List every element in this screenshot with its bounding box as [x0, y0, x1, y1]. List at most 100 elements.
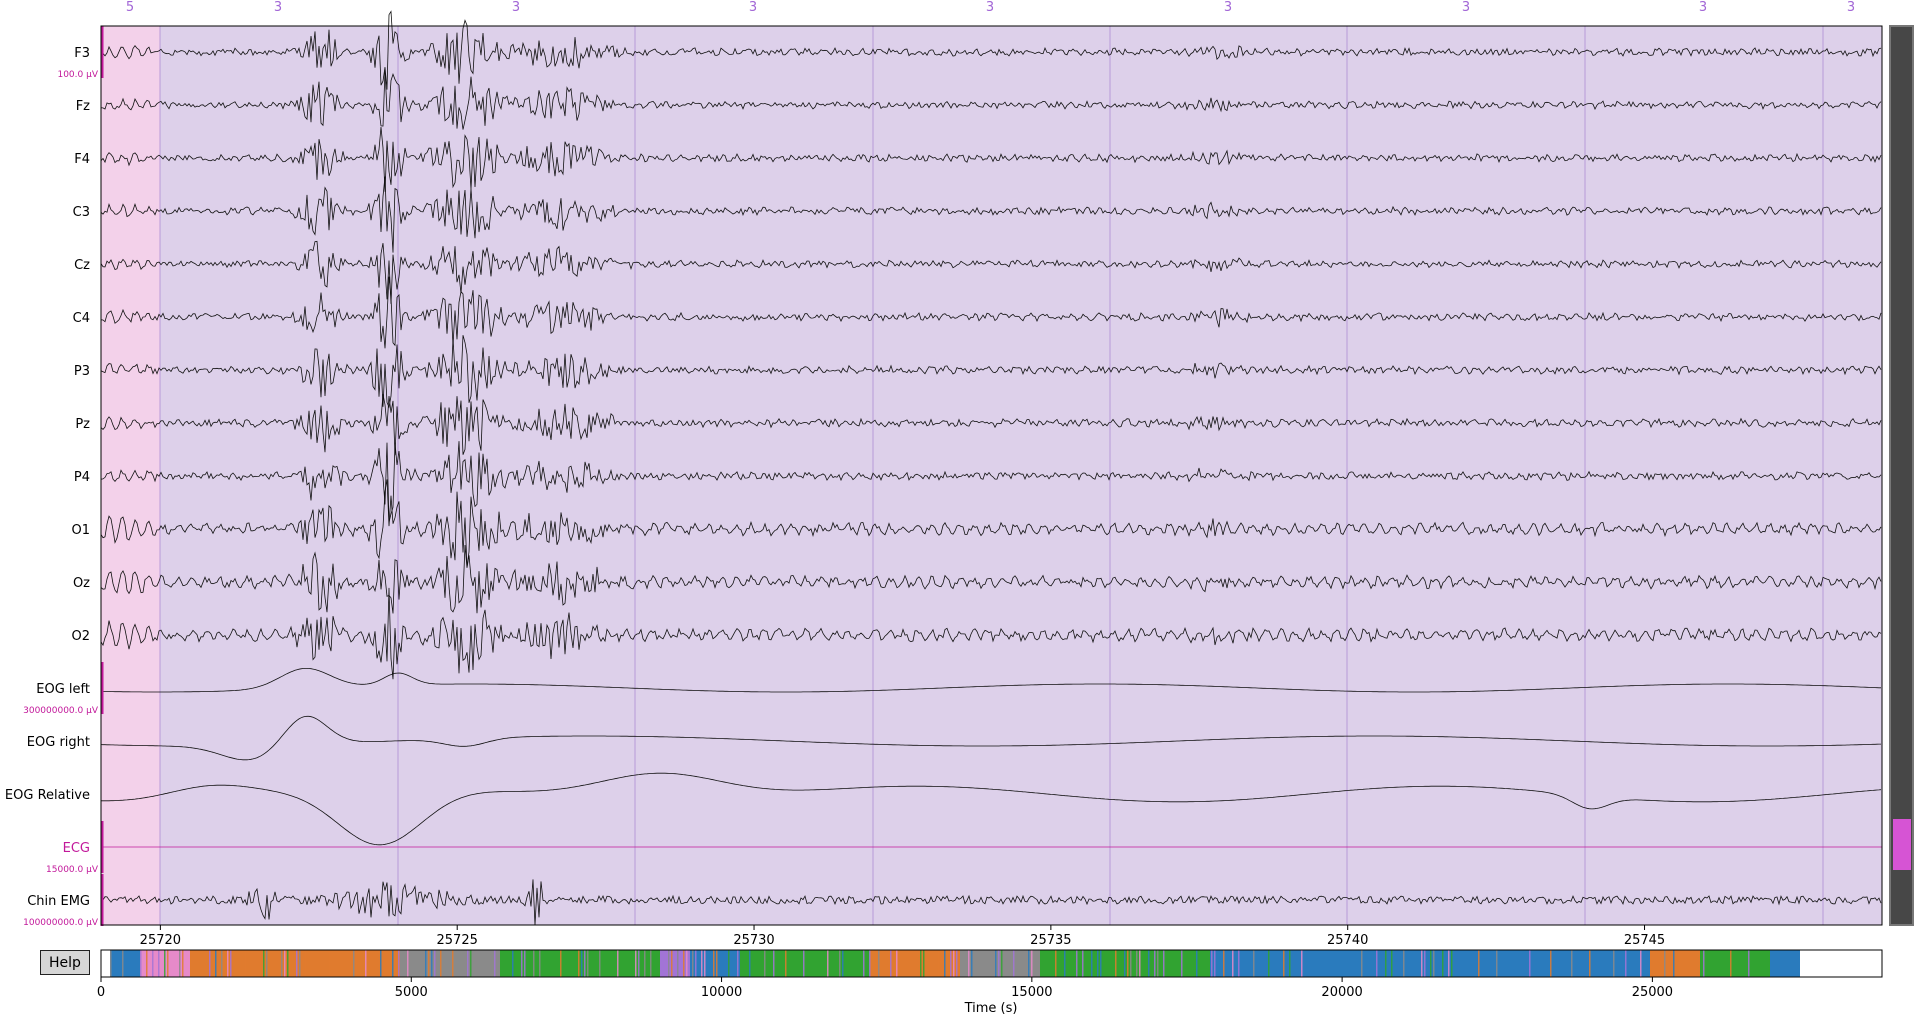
channel-label: Chin EMG: [27, 894, 90, 909]
overview-stage-stripe: [1493, 950, 1495, 977]
overview-stage-stripe: [1571, 950, 1573, 977]
x-tick-label: 25730: [733, 933, 774, 948]
channel-trace[interactable]: [100, 544, 1882, 614]
overview-stage-stripe: [650, 950, 652, 977]
overview-stage-stripe: [1262, 950, 1264, 977]
vertical-scrollbar[interactable]: [1889, 25, 1914, 926]
channel-trace[interactable]: [100, 10, 1882, 90]
overview-stage-stripe: [1082, 950, 1084, 977]
overview-stage-stripe: [1370, 950, 1372, 977]
channel-label: F3: [74, 46, 90, 61]
overview-stage-stripe: [824, 950, 826, 977]
overview-stage-stripe: [158, 950, 160, 977]
overview-stage-block: [400, 950, 500, 977]
overview-stage-block: [110, 950, 140, 977]
overview-stage-stripe: [227, 950, 229, 977]
overview-stage-stripe: [407, 950, 409, 977]
overview-stage-stripe: [938, 950, 940, 977]
overview-stage-stripe: [971, 950, 973, 977]
overview-stage-stripe: [1211, 950, 1213, 977]
channel-trace[interactable]: [101, 772, 1882, 846]
overview-stage-stripe: [1529, 950, 1531, 977]
overview-stage-stripe: [1148, 950, 1150, 977]
overview-stage-stripe: [1223, 950, 1225, 977]
overview-stage-stripe: [863, 950, 865, 977]
stage-region-3: [160, 26, 1882, 925]
channel-trace[interactable]: [101, 668, 1881, 693]
channel-trace[interactable]: [100, 879, 1882, 926]
overview-stage-stripe: [1217, 950, 1219, 977]
overview-stage-stripe: [950, 950, 952, 977]
overview-stage-stripe: [923, 950, 925, 977]
overview-stage-stripe: [1547, 950, 1549, 977]
overview-stage-stripe: [626, 950, 628, 977]
overview-stage-stripe: [1289, 950, 1291, 977]
channel-label: O2: [71, 629, 90, 644]
overview-stage-stripe: [431, 950, 433, 977]
overview-stage-stripe: [956, 950, 958, 977]
overview-stage-stripe: [230, 950, 232, 977]
epoch-stage-label: 3: [1224, 0, 1232, 15]
overview-stage-stripe: [1730, 950, 1732, 977]
channel-trace[interactable]: [100, 176, 1882, 253]
overview-stage-stripe: [638, 950, 640, 977]
overview-stage-stripe: [494, 950, 496, 977]
overview-stage-stripe: [149, 950, 151, 977]
overview-stage-stripe: [944, 950, 946, 977]
overview-stage-stripe: [263, 950, 265, 977]
overview-stage-stripe: [890, 950, 892, 977]
overview-stage-stripe: [215, 950, 217, 977]
overview-stage-stripe: [533, 950, 535, 977]
channel-trace[interactable]: [100, 441, 1882, 523]
overview-stage-stripe: [1439, 950, 1441, 977]
overview-bar[interactable]: [100, 949, 1883, 978]
overview-stage-stripe: [509, 950, 511, 977]
overview-stage-stripe: [695, 950, 697, 977]
overview-stage-stripe: [1718, 950, 1720, 977]
overview-stage-stripe: [1319, 950, 1321, 977]
overview-stage-stripe: [164, 950, 166, 977]
channel-trace[interactable]: [100, 715, 1881, 761]
overview-stage-stripe: [548, 950, 550, 977]
x-axis-label: Time (s): [964, 1001, 1018, 1016]
overview-stage-stripe: [1625, 950, 1627, 977]
channel-trace[interactable]: [100, 335, 1882, 409]
overview-stage-stripe: [470, 950, 472, 977]
channel-trace[interactable]: [100, 394, 1882, 456]
overview-stage-stripe: [392, 950, 394, 977]
overview-stage-stripe: [1673, 950, 1675, 977]
help-button[interactable]: Help: [40, 950, 90, 975]
overview-stage-block: [960, 950, 1040, 977]
channel-trace[interactable]: [100, 479, 1882, 568]
channel-trace[interactable]: [100, 276, 1882, 349]
x-tick-label: 25745: [1624, 933, 1665, 948]
overview-stage-stripe: [1679, 950, 1681, 977]
channel-trace[interactable]: [100, 240, 1882, 304]
overview-stage-stripe: [737, 950, 739, 977]
overview-stage-stripe: [1196, 950, 1198, 977]
vertical-scrollbar-thumb[interactable]: [1893, 819, 1911, 870]
overview-stage-stripe: [467, 950, 469, 977]
overview-stage-stripe: [692, 950, 694, 977]
overview-stage-stripe: [539, 950, 541, 977]
overview-stage-stripe: [1238, 950, 1240, 977]
overview-stage-stripe: [683, 950, 685, 977]
overview-stage-stripe: [1157, 950, 1159, 977]
channel-trace[interactable]: [100, 70, 1882, 130]
channel-trace[interactable]: [100, 126, 1882, 192]
overview-stage-stripe: [584, 950, 586, 977]
overview-stage-stripe: [428, 950, 430, 977]
overview-stage-stripe: [842, 950, 844, 977]
overview-stage-stripe: [593, 950, 595, 977]
x-tick-label: 25725: [437, 933, 478, 948]
overview-stage-stripe: [686, 950, 688, 977]
overview-stage-stripe: [995, 950, 997, 977]
overview-stage-stripe: [287, 950, 289, 977]
overview-stage-stripe: [1478, 950, 1480, 977]
channel-trace[interactable]: [100, 587, 1882, 680]
overview-stage-stripe: [989, 950, 991, 977]
overview-stage-stripe: [869, 950, 871, 977]
overview-stage-stripe: [878, 950, 880, 977]
overview-stage-stripe: [920, 950, 922, 977]
